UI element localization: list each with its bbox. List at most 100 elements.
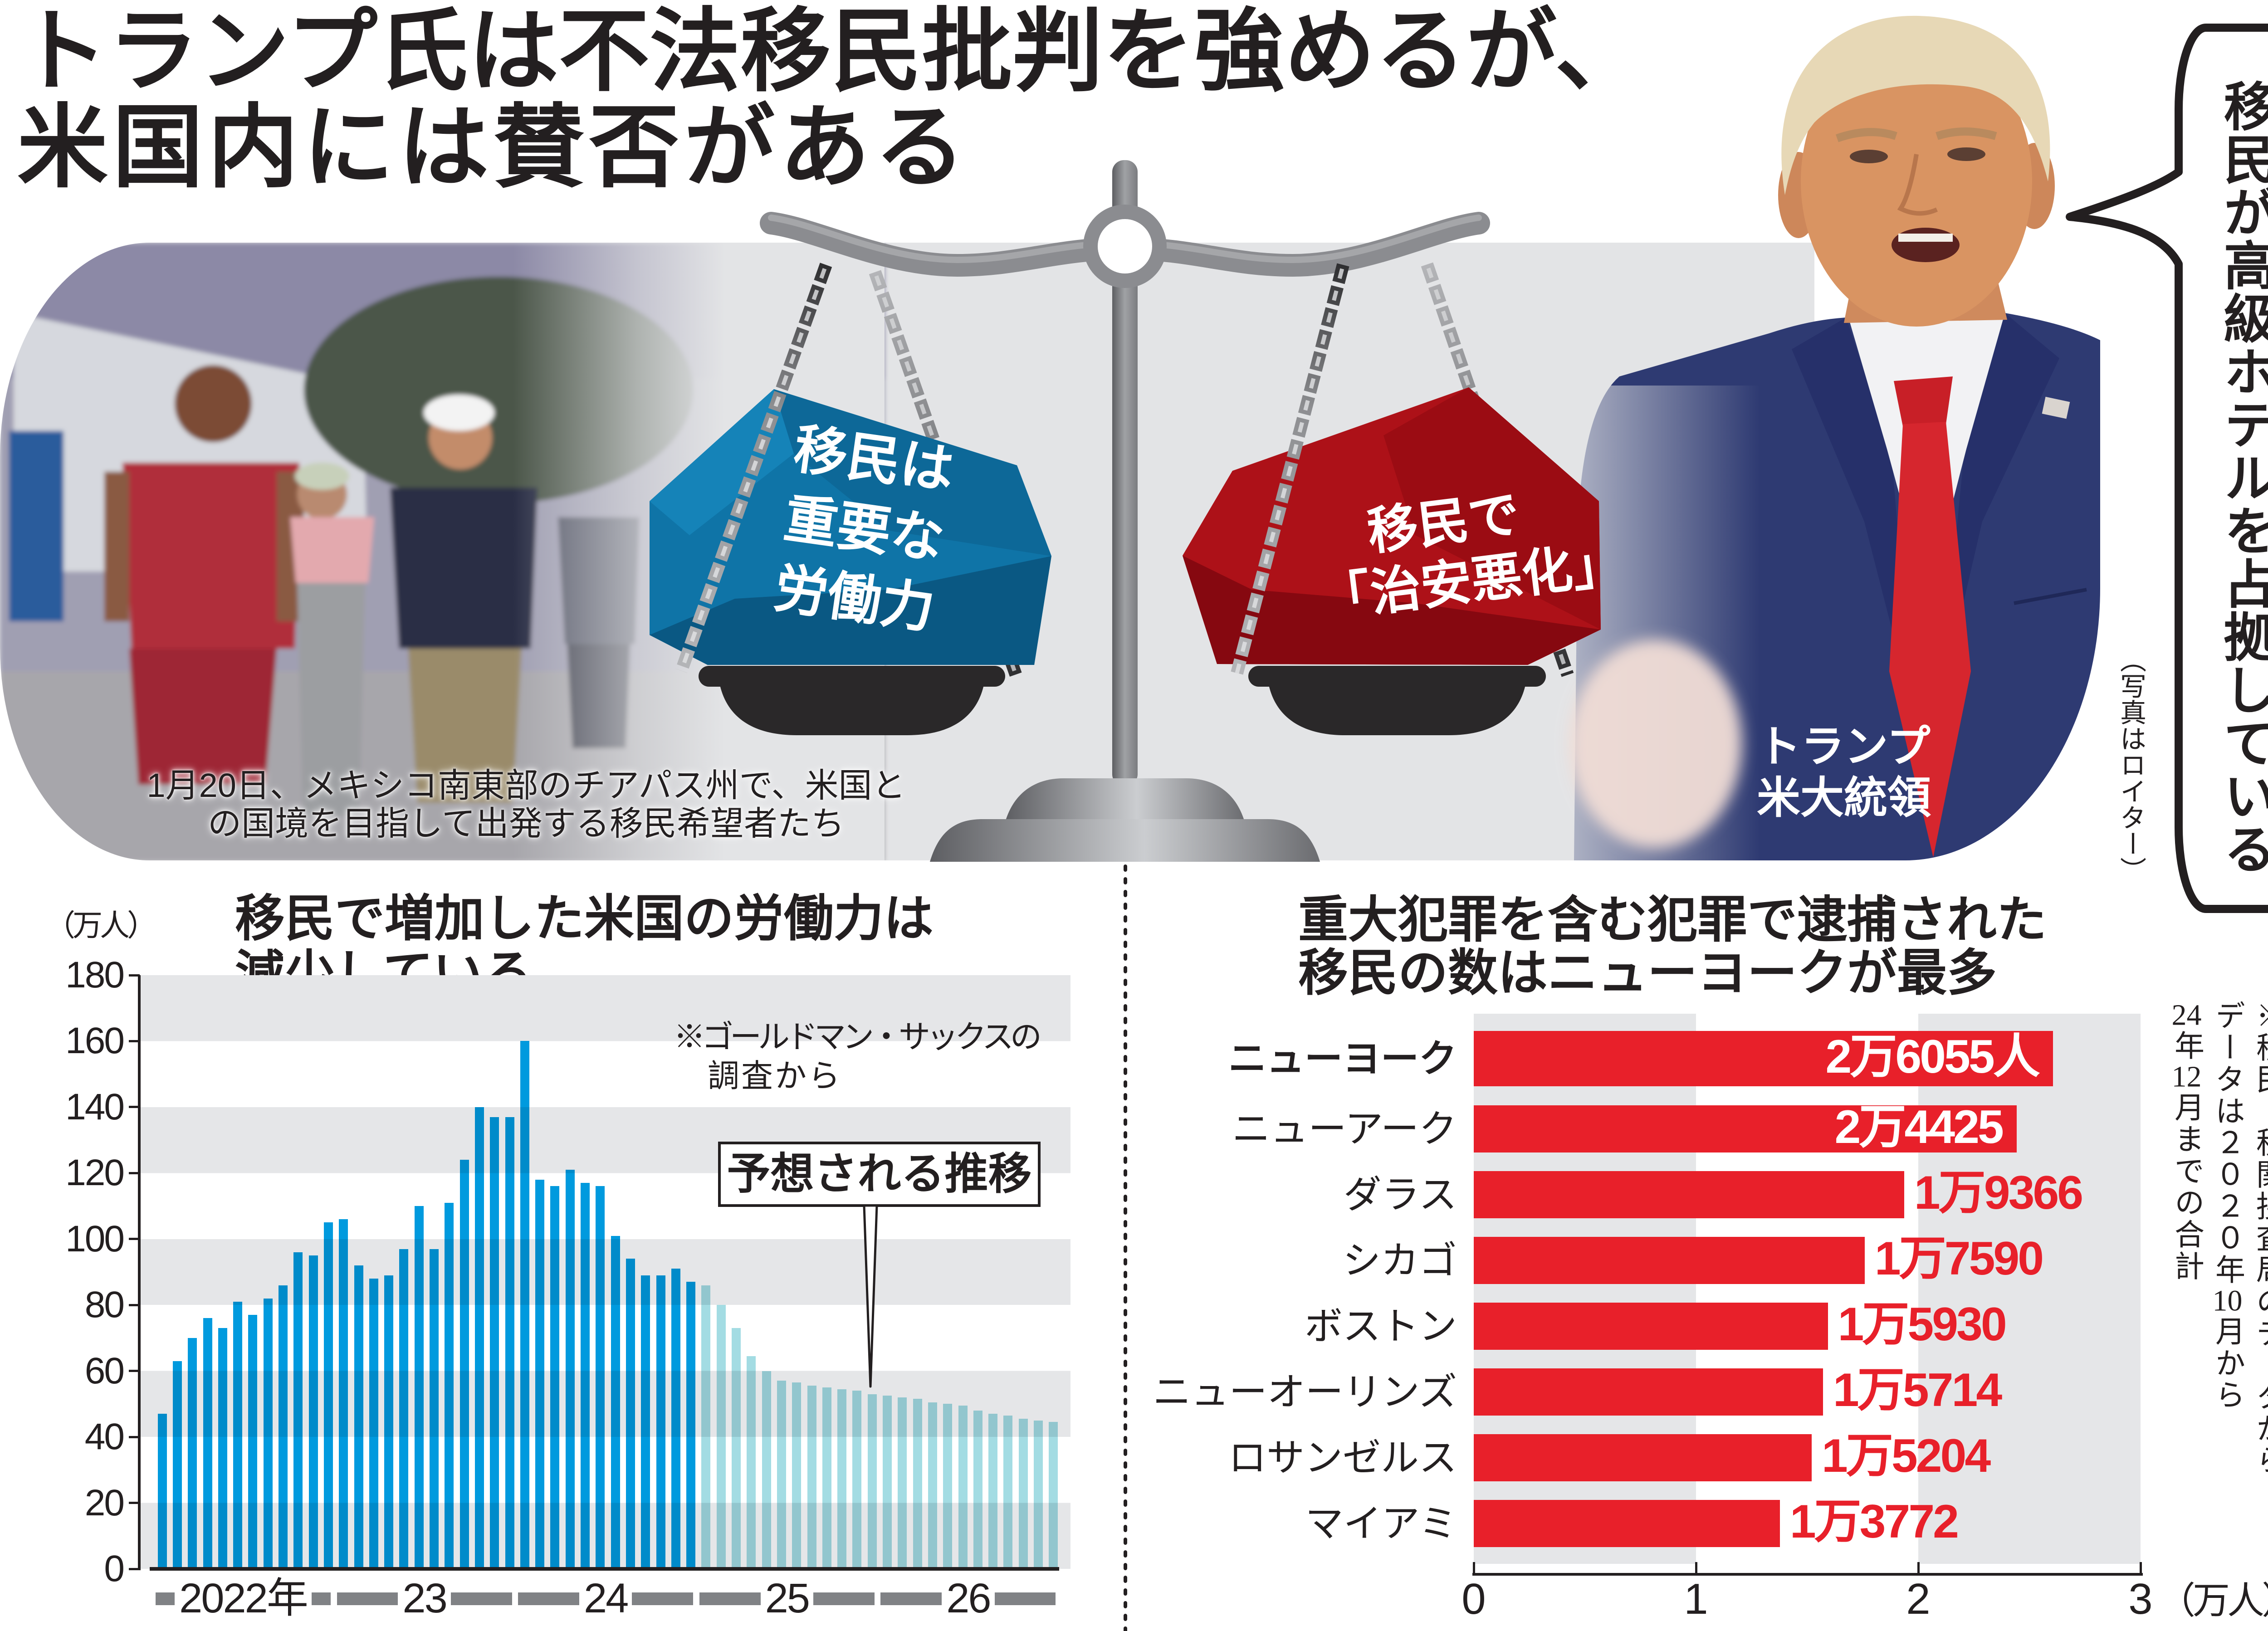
x-tick-mark xyxy=(1695,1562,1697,1574)
note-line: データは２０２０年10月から xyxy=(2207,1000,2248,1553)
value-label: 2万4425 xyxy=(1834,1101,2004,1153)
observed-bar xyxy=(520,1041,529,1569)
projected-bar xyxy=(792,1382,802,1569)
arrests-chart-title: 重大犯罪を含む犯罪で逮捕された 移民の数はニューヨークが最多 xyxy=(1298,894,2047,1000)
trump-name-line-1: トランプ xyxy=(1757,723,1931,771)
observed-bar xyxy=(490,1117,499,1569)
arrest-count-bar xyxy=(1474,1105,2017,1152)
observed-bar xyxy=(474,1107,484,1569)
y-axis-line xyxy=(138,975,141,1570)
arrest-count-bar xyxy=(1474,1031,2053,1086)
x-tick-label: 2022年 xyxy=(175,1577,312,1619)
mouth xyxy=(1892,228,1960,262)
arrest-count-bar xyxy=(1474,1171,1904,1218)
projected-bar xyxy=(928,1402,937,1569)
projected-bar xyxy=(852,1391,862,1569)
value-label: 1万5714 xyxy=(1833,1364,2002,1416)
note-line: 24年12月までの合計 xyxy=(2166,1000,2207,1553)
labor-chart-title: 移民で増加した米国の労働力は 減少している xyxy=(235,891,934,1002)
projected-bar xyxy=(1003,1415,1013,1569)
labor-chart-plot-area xyxy=(141,975,1070,1569)
observed-bar xyxy=(656,1275,665,1569)
weight-labor-force xyxy=(650,389,1051,665)
y-tick-mark xyxy=(129,1502,140,1504)
projected-bar xyxy=(762,1371,771,1569)
headline: トランプ氏は不法移民批判を強めるが、 米国内には賛否がある xyxy=(17,5,1646,197)
projected-bar xyxy=(883,1396,892,1569)
observed-bar xyxy=(263,1298,273,1569)
x-tick-label: 26 xyxy=(942,1577,995,1619)
value-label: 1万7590 xyxy=(1874,1232,2044,1285)
headline-line-1: トランプ氏は不法移民批判を強めるが、 xyxy=(17,2,1646,103)
pan-left xyxy=(699,666,1005,735)
x-axis-unit-label: （万人） xyxy=(2158,1580,2268,1621)
observed-bar xyxy=(339,1219,348,1569)
note-text: 月から xyxy=(2211,1316,2244,1411)
observed-bar xyxy=(430,1249,439,1569)
city-label: シカゴ xyxy=(1342,1239,1457,1282)
observed-bar xyxy=(505,1117,514,1569)
face xyxy=(1801,36,2032,327)
projected-bar xyxy=(807,1386,816,1569)
observed-bar xyxy=(354,1265,363,1569)
x-year-group: 23 xyxy=(337,1577,512,1619)
city-label: マイアミ xyxy=(1305,1502,1457,1545)
y-tick-mark xyxy=(129,1436,140,1438)
y-tick-mark xyxy=(129,1304,140,1306)
x-year-group: 26 xyxy=(880,1577,1056,1619)
y-tick-mark xyxy=(129,1106,140,1108)
y-tick-label: 0 xyxy=(104,1548,125,1589)
note-text: データは２０２０年 xyxy=(2211,1000,2244,1286)
observed-bar xyxy=(445,1202,454,1569)
x-tick-label: 23 xyxy=(398,1577,451,1619)
city-label: ボストン xyxy=(1304,1305,1457,1348)
value-label: 1万5204 xyxy=(1821,1430,1991,1482)
headline-line-2: 米国内には賛否がある xyxy=(17,98,970,199)
projected-bar xyxy=(943,1404,953,1569)
y-tick-label: 100 xyxy=(65,1218,125,1260)
city-label: ニューヨーク xyxy=(1228,1037,1457,1080)
observed-bar xyxy=(157,1414,167,1569)
x-tick-mark xyxy=(2139,1562,2142,1574)
chain-front-left xyxy=(675,263,832,673)
trump-name-line-2: 米大統領 xyxy=(1757,774,1931,822)
city-label: ダラス xyxy=(1343,1173,1457,1216)
projected-bar xyxy=(1034,1420,1043,1569)
observed-bar xyxy=(323,1222,333,1569)
x-year-group: 2022年 xyxy=(156,1577,331,1619)
x-tick-mark xyxy=(1917,1562,1920,1574)
observed-bar xyxy=(581,1183,590,1569)
note-number: 10 xyxy=(2212,1286,2243,1316)
y-tick-mark xyxy=(129,1040,140,1042)
observed-bar xyxy=(535,1179,545,1569)
value-label: 2万6055人 xyxy=(1825,1030,2040,1083)
x-tick-label: 3 xyxy=(2128,1575,2153,1623)
weight-public-safety xyxy=(1183,387,1601,665)
caption-line-1: 1月20日、メキシコ南東部のチアパス州で、米国と xyxy=(147,767,906,804)
projection-legend-box: 予想される推移 xyxy=(718,1142,1041,1207)
observed-bar xyxy=(172,1361,182,1569)
value-label: 1万3772 xyxy=(1789,1495,1959,1548)
observed-bar xyxy=(384,1275,394,1569)
x-tick-mark xyxy=(1472,1562,1475,1574)
observed-bar xyxy=(399,1249,409,1569)
y-tick-label: 160 xyxy=(65,1020,125,1062)
projected-bar xyxy=(777,1381,786,1569)
note-number: 24 xyxy=(2171,1000,2202,1030)
x-axis-line xyxy=(1472,1573,2143,1576)
y-tick-mark xyxy=(129,974,140,977)
observed-bar xyxy=(626,1259,635,1569)
hand xyxy=(1569,640,1742,848)
y-tick-mark xyxy=(129,1568,140,1570)
observed-bar xyxy=(233,1301,243,1569)
speech-bubble xyxy=(2066,24,2268,913)
y-tick-mark xyxy=(129,1238,140,1240)
observed-bar xyxy=(369,1279,378,1569)
projected-bar xyxy=(701,1285,711,1569)
observed-bar xyxy=(293,1252,303,1569)
note-line: 調査から xyxy=(708,1059,842,1094)
arrests-chart-source-note: ※移民・税関捜査局のデータから。 データは２０２０年10月から 24年12月まで… xyxy=(2166,1000,2268,1553)
observed-bar xyxy=(248,1315,258,1569)
observed-bar xyxy=(308,1255,318,1569)
